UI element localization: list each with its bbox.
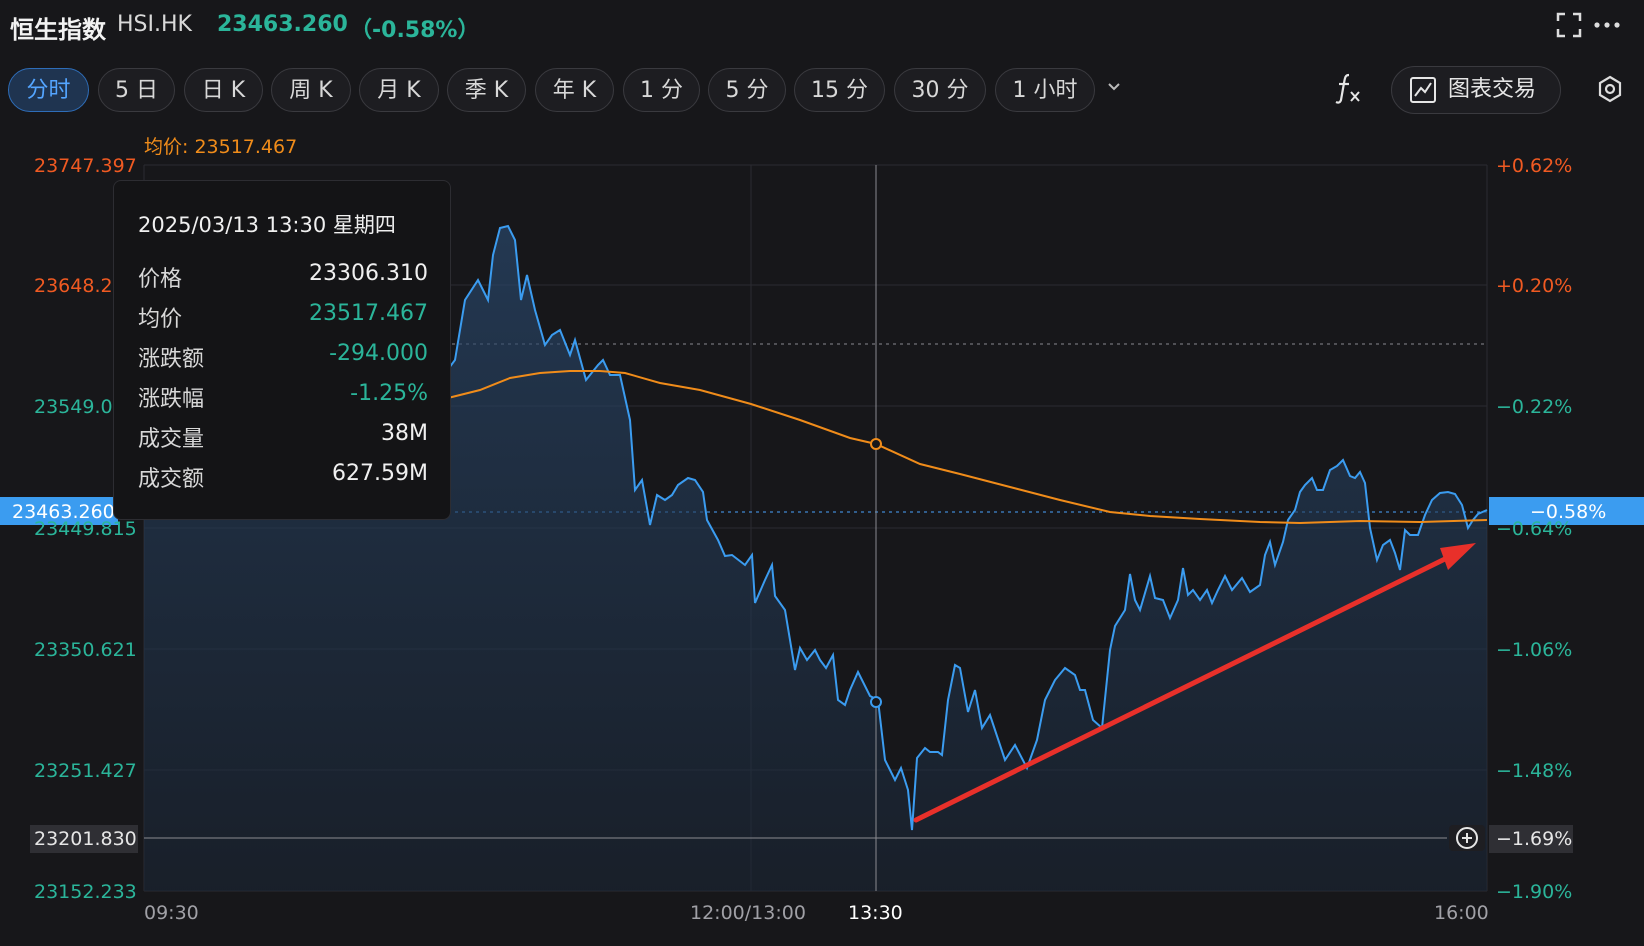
tab-15-min[interactable]: 15 分 (794, 68, 885, 112)
right-axis-label: −1.06% (1496, 639, 1572, 661)
crosshair-tooltip: 2025/03/13 13:30 星期四 价格 23306.310 均价 235… (113, 180, 451, 520)
timeframe-toolbar: 分时 5 日 日 K 周 K 月 K 季 K 年 K 1 分 5 分 15 分 … (0, 64, 1644, 116)
tooltip-row-turnover: 成交额 627.59M (138, 461, 428, 492)
tooltip-row-volume: 成交量 38M (138, 421, 428, 452)
chevron-down-icon[interactable] (1106, 78, 1122, 99)
tooltip-value: 23517.467 (309, 301, 428, 326)
tooltip-value: -294.000 (329, 341, 428, 366)
crosshair-price-point (870, 696, 882, 708)
index-name: 恒生指数 (10, 16, 106, 44)
crosshair-price-tag: 23201.830 (34, 828, 137, 850)
right-axis-label: −1.48% (1496, 760, 1572, 782)
crosshair-time-tag-bg (840, 898, 912, 926)
tooltip-value: 627.59M (332, 461, 428, 486)
right-axis-label: −0.64% (1496, 518, 1572, 540)
fullscreen-icon[interactable] (1555, 12, 1583, 40)
tab-5-min[interactable]: 5 分 (708, 68, 786, 112)
current-price-tag-bg (0, 497, 118, 525)
left-axis-label: 23251.427 (34, 760, 137, 782)
tooltip-key: 价格 (138, 267, 183, 292)
right-axis-label: +0.62% (1496, 155, 1572, 177)
header: 恒生指数 HSI.HK 23463.260 （-0.58%） (0, 0, 1644, 52)
crosshair-pct-tag: −1.69% (1496, 828, 1572, 850)
tab-quarterly-k[interactable]: 季 K (447, 68, 526, 112)
tooltip-key: 涨跌额 (138, 347, 205, 372)
trend-arrow (913, 543, 1476, 823)
price-line (439, 224, 1488, 831)
right-axis-label: −0.22% (1496, 396, 1572, 418)
crosshair-price-tag-bg (30, 825, 138, 853)
left-axis-label: 23449.815 (34, 518, 137, 540)
left-axis-label: 23350.621 (34, 639, 137, 661)
crosshair-avg-point (870, 438, 882, 450)
tab-1-min[interactable]: 1 分 (623, 68, 700, 112)
tooltip-row-change-pct: 涨跌幅 -1.25% (138, 381, 428, 412)
last-price: 23463.260 (217, 12, 348, 37)
tab-monthly-k[interactable]: 月 K (359, 68, 439, 112)
chart-trade-icon (1410, 67, 1436, 130)
left-axis-label: 23152.233 (34, 881, 137, 903)
tooltip-date: 2025/03/13 13:30 星期四 (138, 213, 396, 237)
tooltip-key: 涨跌幅 (138, 387, 205, 412)
average-price-label: 均价: 23517.467 (144, 136, 298, 158)
right-axis-label: +0.20% (1496, 275, 1572, 297)
tab-30-min[interactable]: 30 分 (894, 68, 986, 112)
tooltip-row-avg: 均价 23517.467 (138, 301, 428, 332)
tooltip-value: -1.25% (350, 381, 428, 406)
tab-intraday[interactable]: 分时 (8, 68, 89, 112)
add-alert-icon[interactable] (1449, 825, 1485, 851)
left-axis-label: 23747.397 (34, 155, 137, 177)
crosshair-pct-tag-bg (1489, 825, 1573, 853)
tooltip-key: 均价 (138, 307, 183, 332)
more-icon[interactable] (1592, 12, 1620, 40)
tab-yearly-k[interactable]: 年 K (535, 68, 614, 112)
tooltip-value: 23306.310 (309, 261, 428, 286)
chart-trade-button[interactable]: 图表交易 (1391, 66, 1561, 114)
current-price-tag: 23463.260 (12, 501, 115, 523)
x-axis-label: 09:30 (144, 902, 199, 924)
settings-icon[interactable] (1596, 74, 1624, 111)
left-axis-label: 23648.2 (34, 275, 113, 297)
tab-weekly-k[interactable]: 周 K (271, 68, 351, 112)
fx-icon[interactable] (1333, 72, 1363, 111)
x-axis-label: 12:00/13:00 (690, 902, 806, 924)
right-axis-label: −1.90% (1496, 881, 1572, 903)
tab-1-hour[interactable]: 1 小时 (995, 68, 1095, 112)
tooltip-value: 38M (381, 421, 428, 446)
chart-trade-label: 图表交易 (1448, 77, 1537, 102)
current-pct-tag-bg (1489, 497, 1644, 525)
tab-5-day[interactable]: 5 日 (98, 68, 175, 112)
tab-daily-k[interactable]: 日 K (184, 68, 263, 112)
current-pct-tag: −0.58% (1530, 501, 1606, 523)
symbol-label: HSI.HK (117, 12, 192, 37)
tooltip-key: 成交量 (138, 427, 205, 452)
crosshair-time-tag: 13:30 (848, 902, 903, 924)
x-axis-label: 16:00 (1434, 902, 1489, 924)
tooltip-row-change: 涨跌额 -294.000 (138, 341, 428, 372)
left-axis-label: 23549.0 (34, 396, 113, 418)
change-percent: （-0.58%） (350, 18, 480, 43)
price-area (144, 226, 1487, 891)
tooltip-key: 成交额 (138, 467, 205, 492)
tooltip-row-price: 价格 23306.310 (138, 261, 428, 292)
